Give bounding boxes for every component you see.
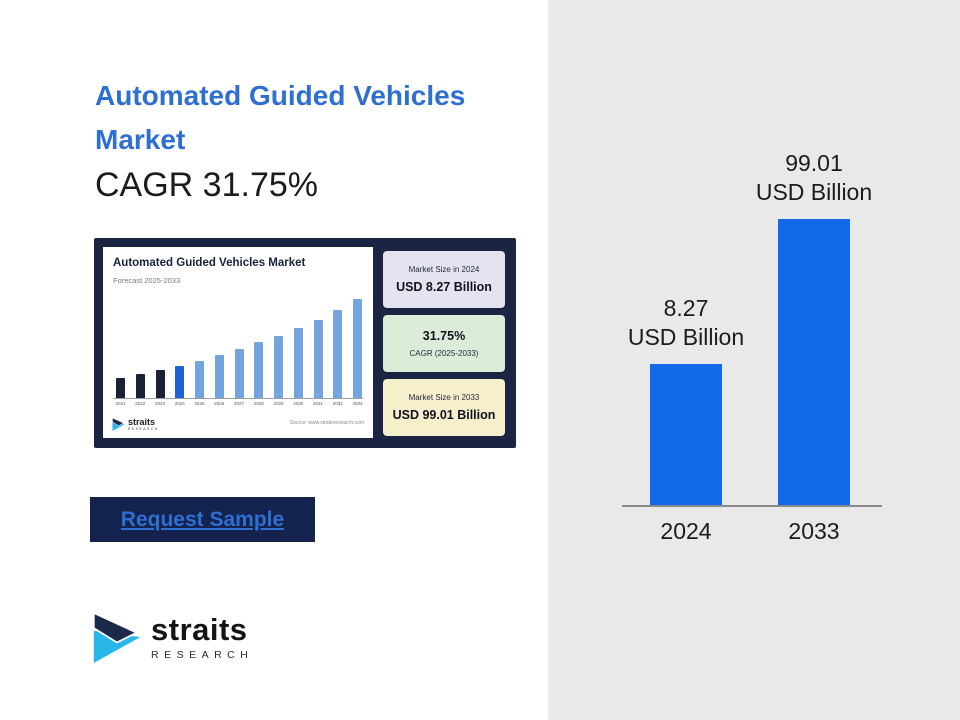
mini-chart-axis-line (113, 398, 363, 399)
stat-card-value: USD 8.27 Billion (396, 280, 492, 294)
mini-bar-2025 (195, 361, 204, 398)
bar-data-label-2024: 8.27 USD Billion (628, 294, 744, 352)
mini-x-label-2022: 2022 (135, 401, 146, 406)
mini-x-label-2028: 2028 (253, 401, 264, 406)
bar-group-2024: 8.27 USD Billion (601, 0, 771, 505)
bar-value-2024: 8.27 (663, 295, 709, 321)
bar-2024 (650, 364, 722, 505)
x-axis-label-2024: 2024 (660, 518, 712, 544)
mini-bar-2028 (254, 342, 264, 398)
stat-card-2: 31.75% CAGR (2025-2033) (383, 315, 505, 372)
mini-bar-2021 (116, 378, 125, 398)
mini-bar-2022 (135, 374, 145, 398)
mini-x-label-2030: 2030 (293, 401, 304, 406)
mini-chart-brand-tagline: RESEARCH (128, 426, 159, 431)
mini-chart-source-text: Source: www.straitsresearch.com (289, 420, 364, 426)
mini-bar-2023 (155, 370, 165, 398)
mini-chart-x-labels: 2021 2022 2023 2024 2025 2026 2027 2028 2029 2030… (113, 401, 365, 406)
stat-card-label: Market Size in 2033 (408, 393, 480, 402)
straits-arrow-icon (92, 611, 141, 663)
mini-chart-title: Automated Guided Vehicles Market (113, 257, 306, 269)
page-title-line2: Market (95, 124, 186, 155)
mini-x-label-2027: 2027 (233, 401, 244, 406)
stat-card-1: Market Size in 2024 USD 8.27 Billion (383, 251, 505, 308)
market-size-chart-panel: 8.27 USD Billion 2024 99.01 USD Billion 2033 (548, 0, 960, 720)
mini-bar-2029 (274, 336, 283, 398)
mini-bar-2026 (214, 355, 224, 398)
mini-x-label-2025: 2025 (194, 401, 205, 406)
mini-x-label-2033: 2033 (352, 401, 363, 406)
mini-chart-brand-name: straits (128, 416, 156, 427)
bar-value-2033: 99.01 (785, 150, 843, 176)
mini-bar-2030 (293, 328, 303, 398)
brand-name: straits (151, 612, 248, 647)
mini-x-label-2024: 2024 (174, 401, 185, 406)
stat-card-3: Market Size in 2033 USD 99.01 Billion (383, 379, 505, 436)
mini-bar-2024 (175, 366, 185, 398)
mini-x-label-2021: 2021 (115, 401, 126, 406)
stat-card-value: USD 99.01 Billion (392, 408, 496, 422)
mini-x-label-2029: 2029 (273, 401, 284, 406)
request-sample-button[interactable]: Request Sample (90, 497, 315, 542)
cagr-subtitle: CAGR 31.75% (95, 166, 318, 204)
mini-x-label-2032: 2032 (332, 401, 343, 406)
mini-chart-subtitle: Forecast 2025-2033 (113, 276, 181, 285)
mini-chart-plot (116, 295, 362, 398)
bar-unit-2024: USD Billion (627, 324, 745, 350)
bar-group-2033: 99.01 USD Billion (729, 0, 899, 505)
mini-bar-2032 (333, 310, 343, 398)
straits-arrow-icon (112, 417, 125, 431)
bar-2033 (778, 219, 850, 505)
stat-cards-column: Market Size in 2024 USD 8.27 Billion 31.75… (383, 251, 505, 436)
mini-bar-2031 (313, 320, 323, 398)
page-title-line1: Automated Guided Vehicles (95, 80, 466, 111)
mini-x-label-2023: 2023 (154, 401, 165, 406)
mini-chart: Automated Guided Vehicles Market Forecas… (103, 247, 373, 438)
mini-bar-2033 (353, 299, 362, 398)
stat-card-value: 31.75% (422, 329, 466, 343)
stat-card-label: CAGR (2025-2033) (409, 349, 479, 358)
mini-bar-2027 (234, 349, 244, 398)
mini-chart-brand-logo: straits RESEARCH (112, 417, 159, 432)
mini-x-label-2031: 2031 (312, 401, 323, 406)
bar-data-label-2033: 99.01 USD Billion (756, 149, 872, 207)
stat-card-label: Market Size in 2024 (408, 265, 480, 274)
chart-axis-line (622, 505, 882, 507)
page-title: Automated Guided Vehicles Market (95, 74, 535, 162)
brand-tagline: RESEARCH (151, 649, 254, 661)
x-axis-label-2033: 2033 (788, 518, 840, 544)
report-preview-card: Automated Guided Vehicles Market Forecas… (94, 238, 516, 448)
bar-unit-2033: USD Billion (755, 179, 873, 205)
brand-logo: straits RESEARCH (92, 610, 253, 666)
mini-x-label-2026: 2026 (214, 401, 225, 406)
